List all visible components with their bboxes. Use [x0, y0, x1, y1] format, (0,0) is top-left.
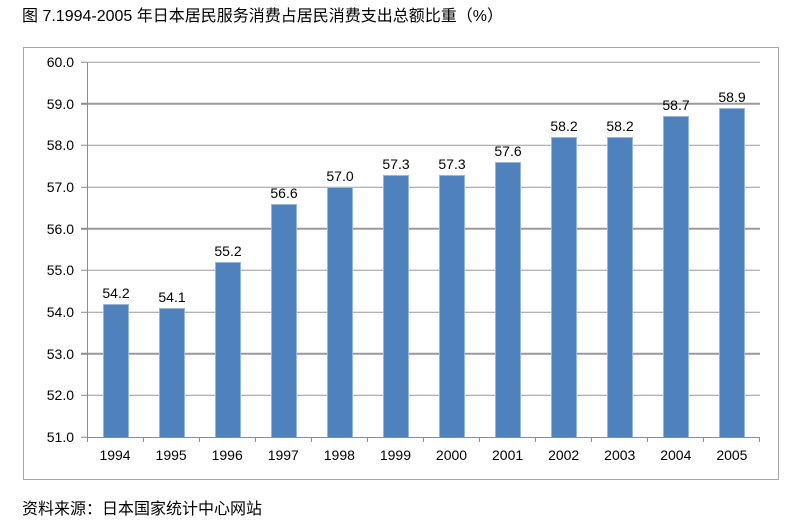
- bar-value-label: 54.1: [158, 288, 186, 305]
- y-tick-label: 55.0: [46, 262, 74, 279]
- x-tick-label: 1996: [211, 447, 243, 463]
- bar-2005: 58.9: [718, 89, 746, 437]
- x-tick-label: 1999: [379, 447, 411, 463]
- gridline: [88, 352, 760, 355]
- y-tick-label: 60.0: [46, 54, 74, 70]
- bar-slot: 55.2: [200, 62, 256, 437]
- bar-value-label: 55.2: [214, 243, 242, 259]
- y-tick-mark: [81, 144, 87, 147]
- x-tick-mark: [424, 437, 480, 442]
- x-tick-label: 2005: [716, 447, 748, 463]
- y-tick-label: 57.0: [46, 179, 74, 195]
- y-tick-label: 59.0: [46, 95, 74, 112]
- bar-1995: 54.1: [158, 289, 186, 437]
- x-tick-label: 1998: [323, 447, 355, 463]
- x-tick-mark: [144, 437, 200, 442]
- x-tick-mark: [312, 437, 368, 442]
- x-tick-label: 2003: [604, 447, 636, 463]
- bar-slot: 57.3: [368, 62, 424, 437]
- bar-value-label: 57.0: [326, 168, 354, 184]
- x-tick-mark: [648, 437, 704, 442]
- bar-slot: 57.6: [480, 62, 536, 437]
- bar-slot: 58.7: [648, 62, 704, 437]
- bar-value-label: 58.7: [662, 97, 690, 114]
- y-tick-label: 52.0: [46, 387, 74, 404]
- bar-1997: 56.6: [270, 185, 298, 437]
- bar-2002: 58.2: [550, 118, 578, 437]
- chart-frame: 51.0 52.0 53.0 54.0 55.0 56.0 57.0 58.0 59.0 60.0…: [23, 47, 779, 480]
- y-tick-label: 53.0: [46, 345, 74, 362]
- bar-1994: 54.2: [102, 285, 130, 437]
- bar-1999: 57.3: [382, 156, 410, 437]
- bar-value-label: 58.9: [718, 88, 746, 105]
- y-tick-label: 51.0: [46, 429, 74, 445]
- x-tick-label: 2001: [492, 447, 524, 463]
- x-tick-label: 2002: [548, 447, 580, 463]
- gridline: [88, 102, 760, 105]
- bar-value-label: 57.3: [438, 155, 466, 172]
- bar-value-label: 57.6: [494, 143, 522, 159]
- x-tick-mark: [480, 437, 536, 442]
- y-tick-mark: [81, 61, 87, 63]
- bar-slot: 58.2: [592, 62, 648, 437]
- gridline: [88, 144, 760, 147]
- gridline: [88, 269, 760, 272]
- bar-1996: 55.2: [214, 243, 242, 437]
- y-tick-mark: [81, 352, 87, 355]
- x-tick-label: 1997: [267, 447, 299, 463]
- y-tick-mark: [81, 436, 87, 438]
- y-tick-mark: [81, 102, 87, 105]
- x-tick-label: 1994: [99, 447, 131, 463]
- y-axis: 51.0 52.0 53.0 54.0 55.0 56.0 57.0 58.0 59.0 60.0: [24, 55, 87, 444]
- y-tick-mark: [81, 394, 87, 397]
- gridline: [88, 61, 760, 63]
- x-tick-label: 2000: [435, 447, 468, 463]
- gridline: [88, 311, 760, 313]
- bar-slot: 58.9: [704, 62, 760, 437]
- bar-slot: 54.2: [88, 62, 144, 437]
- x-tick-mark: [256, 437, 312, 442]
- bar-slot: 58.2: [536, 62, 592, 437]
- source-note: 资料来源：日本国家统计中心网站: [22, 501, 263, 518]
- bar-slot: 54.1: [144, 62, 200, 437]
- x-tick-label: 2004: [660, 447, 692, 463]
- bar-slot: 57.0: [312, 62, 368, 437]
- y-tick-label: 56.0: [46, 220, 74, 237]
- bar-value-label: 58.2: [606, 118, 634, 134]
- y-tick-label: 58.0: [46, 137, 74, 154]
- bar-value-label: 54.2: [102, 284, 130, 301]
- x-tick-mark: [536, 437, 592, 442]
- x-tick-mark: [704, 437, 760, 442]
- bar-2000: 57.3: [438, 156, 466, 437]
- x-tick-mark: [200, 437, 256, 442]
- bar-2003: 58.2: [606, 118, 634, 437]
- x-axis-ticks: [87, 437, 760, 442]
- gridline: [88, 394, 760, 397]
- x-axis-labels: 1994 1995 1996 1997 1998 1999 2000 2001 2002 2003…: [87, 447, 760, 463]
- bar-2001: 57.6: [494, 143, 522, 437]
- plot-area: 54.2 54.1 55.2 56.6 57.0 57.3 57.3 57.6 58.2 58.2…: [87, 61, 760, 438]
- gridline: [88, 227, 760, 230]
- x-tick-mark: [592, 437, 648, 442]
- y-tick-label: 54.0: [46, 304, 74, 320]
- chart-title: 图 7.1994-2005 年日本居民服务消费占居民消费支出总额比重（%）: [22, 8, 503, 25]
- bar-slot: 57.3: [424, 62, 480, 437]
- x-tick-mark: [368, 437, 424, 442]
- x-tick-label: 1995: [155, 447, 187, 463]
- bar-2004: 58.7: [662, 97, 690, 437]
- gridline: [88, 186, 760, 188]
- bar-value-label: 56.6: [270, 184, 298, 201]
- bar-slot: 56.6: [256, 62, 312, 437]
- bar-value-label: 57.3: [382, 155, 410, 172]
- y-tick-mark: [81, 311, 87, 313]
- bar-1998: 57.0: [326, 168, 354, 437]
- y-tick-mark: [81, 269, 87, 272]
- y-tick-mark: [81, 186, 87, 188]
- y-tick-mark: [81, 227, 87, 230]
- bar-value-label: 58.2: [550, 118, 578, 134]
- x-tick-mark: [88, 437, 144, 442]
